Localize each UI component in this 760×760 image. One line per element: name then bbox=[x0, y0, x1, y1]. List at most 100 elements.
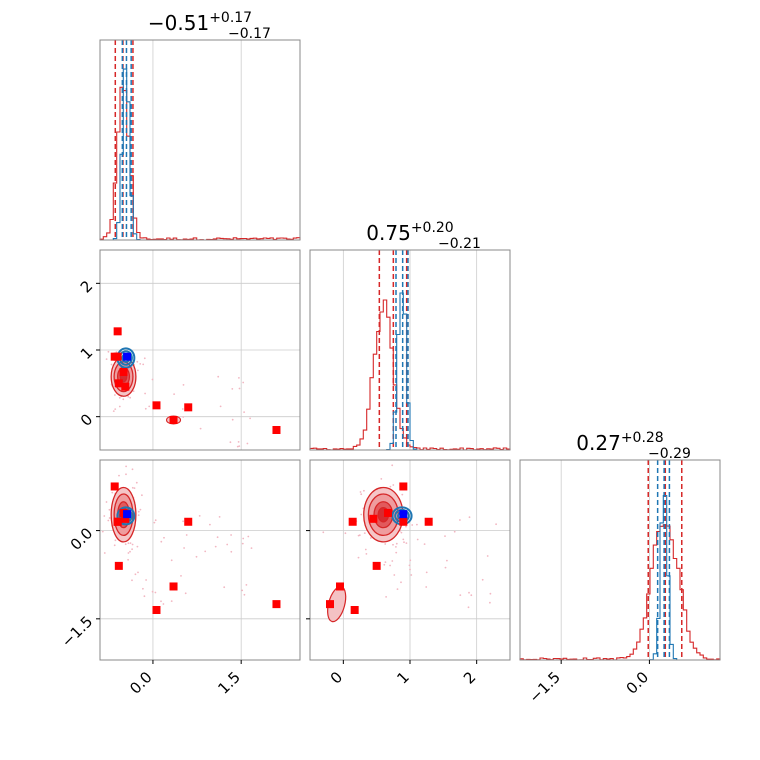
x-tick-label: 1 bbox=[393, 668, 412, 687]
scatter-point bbox=[143, 357, 146, 360]
scatter-point bbox=[358, 534, 361, 537]
scatter-point bbox=[141, 494, 143, 497]
scatter-point bbox=[425, 586, 428, 588]
red-marker bbox=[152, 401, 161, 410]
scatter-point bbox=[459, 519, 461, 521]
scatter-point bbox=[124, 543, 127, 546]
scatter-point bbox=[241, 542, 244, 545]
y-tick-label: 1 bbox=[77, 344, 96, 363]
blue-marker bbox=[399, 510, 408, 519]
scatter-point bbox=[136, 545, 139, 548]
red-marker bbox=[169, 582, 178, 591]
scatter-point bbox=[160, 540, 163, 543]
scatter-point bbox=[154, 591, 157, 594]
scatter-point bbox=[131, 468, 134, 471]
scatter-point bbox=[396, 588, 399, 590]
scatter-point bbox=[129, 542, 132, 544]
scatter-point bbox=[129, 550, 131, 553]
red-marker bbox=[272, 426, 281, 434]
scatter-point bbox=[223, 586, 226, 589]
scatter-point bbox=[127, 542, 130, 545]
panel-background bbox=[100, 460, 300, 660]
scatter-point bbox=[395, 542, 398, 545]
scatter-point bbox=[137, 571, 139, 574]
scatter-point bbox=[127, 558, 129, 561]
scatter-point bbox=[392, 543, 394, 546]
scatter-point bbox=[185, 534, 188, 536]
scatter-point bbox=[241, 589, 244, 592]
y-tick-label: 0 bbox=[77, 410, 96, 429]
scatter-point bbox=[395, 551, 398, 554]
scatter-point bbox=[231, 388, 234, 390]
title-median: 0.27 bbox=[576, 431, 621, 455]
panel-border bbox=[309, 249, 511, 451]
scatter-point bbox=[459, 594, 462, 596]
scatter-point bbox=[182, 384, 185, 386]
scatter-point bbox=[489, 592, 492, 595]
scatter-point bbox=[242, 537, 245, 540]
scatter-point bbox=[217, 375, 220, 378]
scatter-point bbox=[143, 595, 146, 598]
scatter-point bbox=[468, 591, 470, 594]
scatter-point bbox=[136, 360, 139, 363]
red-marker bbox=[113, 327, 122, 336]
scatter-point bbox=[416, 523, 418, 526]
x-tick-label: 0.0 bbox=[623, 668, 653, 698]
scatter-point bbox=[446, 559, 448, 562]
title-plus: +0.17 bbox=[209, 10, 252, 26]
scatter-point bbox=[250, 547, 253, 549]
scatter-point bbox=[209, 523, 211, 526]
scatter-point bbox=[118, 405, 121, 408]
scatter-point bbox=[173, 393, 176, 395]
scatter-point bbox=[122, 398, 125, 401]
scatter-point bbox=[142, 587, 144, 590]
scatter-point bbox=[467, 606, 470, 609]
panel-2-1 bbox=[310, 460, 510, 660]
scatter-point bbox=[365, 553, 368, 555]
scatter-point bbox=[249, 417, 252, 420]
scatter-point bbox=[238, 445, 241, 447]
scatter-point bbox=[112, 410, 115, 412]
scatter-point bbox=[410, 574, 413, 576]
scatter-point bbox=[144, 407, 147, 410]
scatter-point bbox=[391, 560, 394, 562]
scatter-point bbox=[107, 350, 110, 353]
scatter-point bbox=[195, 555, 198, 558]
scatter-point bbox=[411, 524, 414, 526]
scatter-point bbox=[107, 519, 110, 522]
scatter-point bbox=[357, 556, 360, 559]
scatter-point bbox=[395, 546, 397, 548]
red-marker bbox=[184, 403, 193, 412]
scatter-point bbox=[113, 544, 116, 547]
scatter-point bbox=[470, 594, 473, 597]
x-tick-label: 1.5 bbox=[214, 668, 244, 698]
panel-1-0 bbox=[100, 250, 300, 450]
red-marker bbox=[119, 368, 128, 376]
scatter-point bbox=[405, 542, 408, 544]
panel-2-0 bbox=[100, 460, 300, 660]
red-marker bbox=[369, 514, 378, 523]
scatter-point bbox=[230, 550, 233, 553]
scatter-point bbox=[360, 493, 363, 496]
scatter-point bbox=[380, 478, 383, 480]
scatter-point bbox=[247, 535, 250, 538]
scatter-point bbox=[400, 581, 402, 584]
scatter-point bbox=[151, 590, 154, 593]
red-marker bbox=[114, 561, 123, 570]
scatter-point bbox=[108, 508, 111, 511]
scatter-point bbox=[160, 600, 162, 603]
scatter-point bbox=[237, 441, 240, 443]
scatter-point bbox=[238, 387, 241, 390]
scatter-point bbox=[154, 519, 157, 522]
scatter-point bbox=[216, 536, 219, 539]
red-marker bbox=[113, 517, 122, 526]
scatter-point bbox=[230, 534, 233, 536]
scatter-point bbox=[405, 525, 407, 528]
title-minus: −0.17 bbox=[228, 26, 271, 42]
title-plus: +0.28 bbox=[621, 430, 664, 446]
x-tick-label: 0 bbox=[327, 668, 346, 687]
scatter-point bbox=[363, 489, 365, 492]
scatter-point bbox=[204, 550, 207, 553]
scatter-point bbox=[364, 548, 367, 551]
